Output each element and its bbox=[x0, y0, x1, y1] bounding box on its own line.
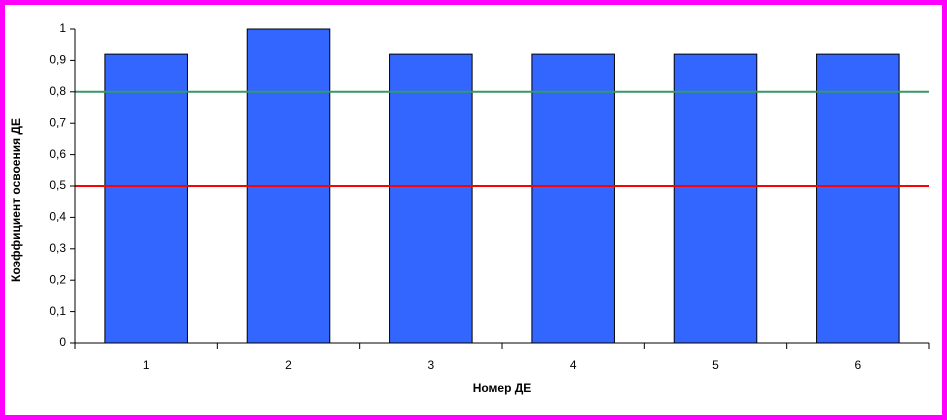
y-tick-label: 0,5 bbox=[49, 178, 66, 192]
bar bbox=[104, 53, 188, 344]
y-tick-label: 0,4 bbox=[49, 210, 66, 224]
bar bbox=[531, 53, 615, 344]
y-tick-label: 1 bbox=[59, 21, 66, 35]
x-tick-label: 4 bbox=[570, 358, 577, 372]
bar bbox=[816, 53, 900, 344]
bar bbox=[389, 53, 473, 344]
x-tick-label: 6 bbox=[854, 358, 861, 372]
y-tick-label: 0,9 bbox=[49, 53, 66, 67]
y-tick-label: 0,7 bbox=[49, 115, 66, 129]
y-axis-title: Коэффициент освоения ДЕ bbox=[9, 118, 23, 282]
y-tick-label: 0,6 bbox=[49, 147, 66, 161]
x-tick-label: 5 bbox=[712, 358, 719, 372]
y-tick-label: 0,1 bbox=[49, 304, 66, 318]
x-tick-label: 3 bbox=[427, 358, 434, 372]
bar bbox=[673, 53, 758, 344]
y-tick-label: 0 bbox=[59, 335, 66, 349]
x-axis-title: Номер ДЕ bbox=[473, 381, 532, 395]
x-tick-label: 1 bbox=[143, 358, 150, 372]
y-tick-label: 0,3 bbox=[49, 241, 66, 255]
x-tick-label: 2 bbox=[285, 358, 292, 372]
y-tick-label: 0,8 bbox=[49, 84, 66, 98]
y-tick-label: 0,2 bbox=[49, 272, 66, 286]
